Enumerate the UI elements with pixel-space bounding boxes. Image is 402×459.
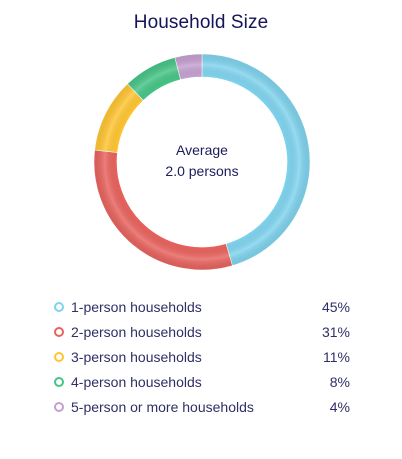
legend-marker-icon xyxy=(54,301,64,312)
center-label-line1: Average xyxy=(176,142,228,158)
chart-legend: 1-person households 45% 2-person household… xyxy=(54,294,350,420)
legend-value: 11% xyxy=(323,348,350,365)
legend-item[interactable]: 2-person households 31% xyxy=(54,319,350,344)
donut-chart: Average 2.0 persons xyxy=(94,54,310,270)
legend-label: 5-person or more households xyxy=(71,399,254,416)
center-label-line2: 2.0 persons xyxy=(165,163,239,179)
legend-value: 4% xyxy=(329,399,350,416)
chart-title: Household Size xyxy=(133,12,269,33)
legend-label: 3-person households xyxy=(71,348,202,365)
legend-value: 45% xyxy=(321,298,350,315)
legend-label: 2-person households xyxy=(71,323,202,340)
legend-marker-icon xyxy=(54,326,64,337)
legend-value: 8% xyxy=(329,374,350,391)
legend-marker-icon xyxy=(54,351,64,362)
legend-item[interactable]: 4-person households 8% xyxy=(54,370,350,395)
legend-label: 1-person households xyxy=(71,298,202,315)
legend-item[interactable]: 1-person households 45% xyxy=(54,294,350,319)
legend-marker-icon xyxy=(54,402,64,413)
legend-value: 31% xyxy=(321,323,350,340)
donut-svg xyxy=(94,54,310,270)
legend-marker-icon xyxy=(54,377,64,388)
legend-label: 4-person households xyxy=(71,374,202,391)
legend-item[interactable]: 5-person or more households 4% xyxy=(54,395,350,420)
center-label: Average 2.0 persons xyxy=(94,140,310,182)
legend-item[interactable]: 3-person households 11% xyxy=(54,344,350,369)
